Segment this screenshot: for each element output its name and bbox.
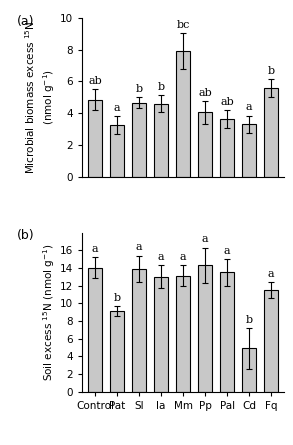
Text: a: a <box>114 103 120 113</box>
Bar <box>220 119 234 177</box>
Text: (a): (a) <box>17 15 35 28</box>
Bar <box>242 124 256 177</box>
Text: a: a <box>180 252 186 262</box>
Text: a: a <box>224 246 230 256</box>
Bar <box>110 311 124 392</box>
Text: b: b <box>114 293 121 303</box>
Text: b: b <box>158 82 165 92</box>
Bar <box>154 104 168 177</box>
Bar <box>198 265 212 392</box>
Text: ab: ab <box>88 76 102 86</box>
Bar <box>242 348 256 392</box>
Text: a: a <box>136 243 142 252</box>
Text: b: b <box>246 315 253 325</box>
Bar <box>264 88 278 177</box>
Bar <box>88 100 102 177</box>
Text: a: a <box>202 235 208 244</box>
Text: ab: ab <box>220 97 234 107</box>
Bar <box>176 276 190 392</box>
Text: (b): (b) <box>17 229 35 243</box>
Text: b: b <box>268 66 275 76</box>
Text: a: a <box>158 252 164 262</box>
Bar <box>110 125 124 177</box>
Bar <box>132 269 146 392</box>
Text: a: a <box>246 102 252 113</box>
Text: a: a <box>268 269 274 279</box>
Text: bc: bc <box>176 20 190 30</box>
Bar <box>154 277 168 392</box>
Text: a: a <box>92 244 98 254</box>
Bar <box>132 103 146 177</box>
Bar <box>264 290 278 392</box>
Text: b: b <box>136 84 143 94</box>
Y-axis label: Microbial biomass excess $^{15}$N
(nmol g$^{-1}$): Microbial biomass excess $^{15}$N (nmol … <box>23 20 57 174</box>
Bar <box>176 51 190 177</box>
Bar <box>88 268 102 392</box>
Y-axis label: Soil excess $^{15}$N (nmol g$^{-1}$): Soil excess $^{15}$N (nmol g$^{-1}$) <box>41 243 57 381</box>
Bar <box>220 272 234 392</box>
Bar <box>198 113 212 177</box>
Text: ab: ab <box>198 88 212 98</box>
